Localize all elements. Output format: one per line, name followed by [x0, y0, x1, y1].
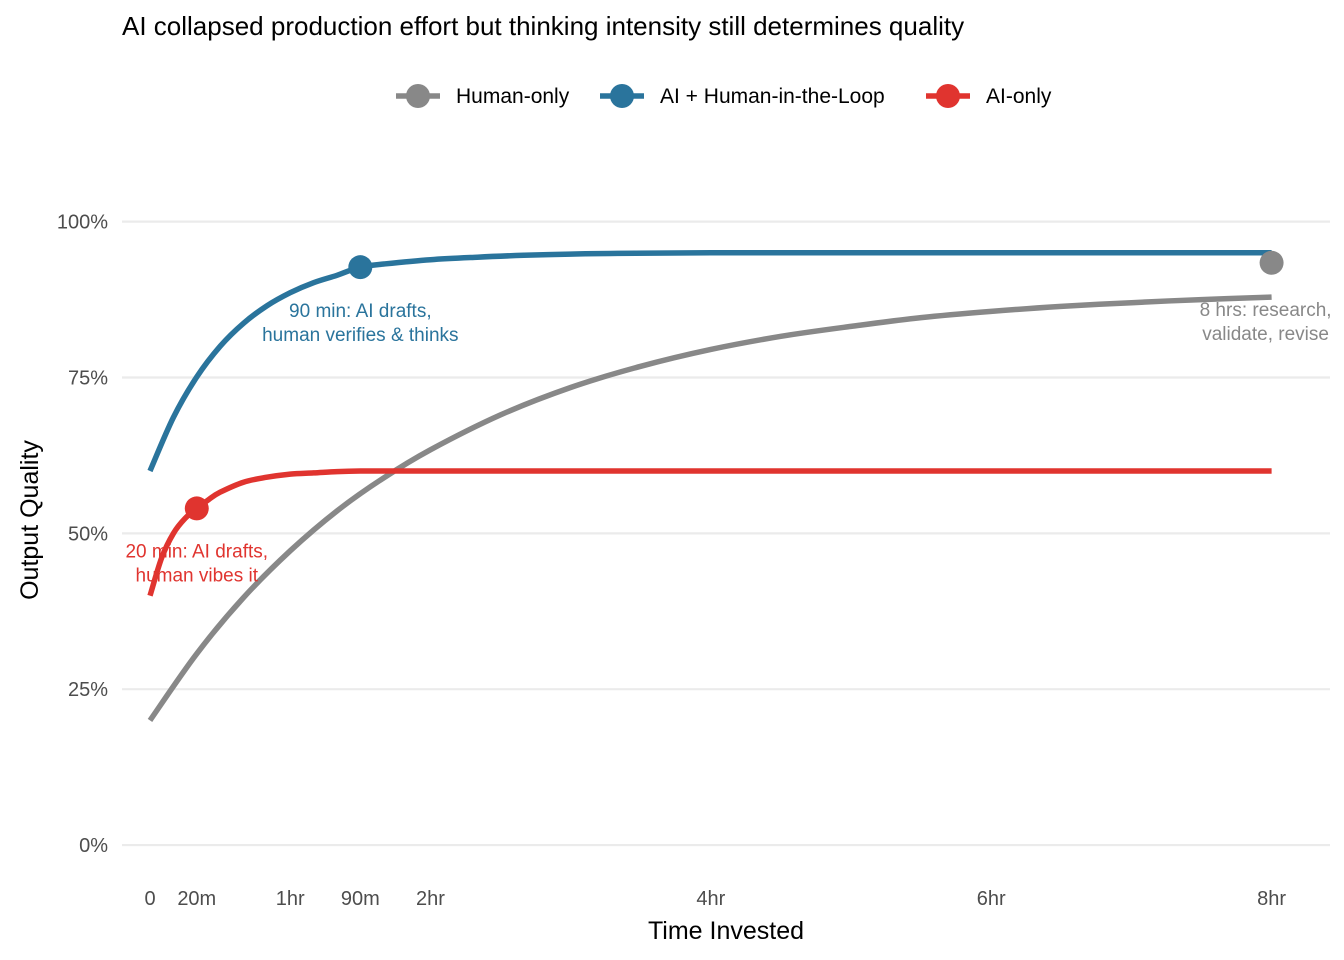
legend-key-point [406, 84, 430, 108]
annotation-line: 20 min: AI drafts, [125, 541, 268, 562]
legend-key-point [936, 84, 960, 108]
annotation-line: human verifies & thinks [262, 325, 458, 346]
series-lines [147, 250, 1272, 722]
highlight-point-ai-human-in-the-loop [348, 255, 373, 280]
annotation-line: 8 hrs: research, [1200, 300, 1332, 321]
x-axis-title: Time Invested [648, 917, 804, 945]
x-tick-label: 20m [177, 888, 216, 910]
x-tick-label: 1hr [276, 888, 305, 910]
x-tick-label: 8hr [1257, 888, 1286, 910]
annotation-line: human vibes it [136, 565, 259, 586]
y-tick-label: 100% [57, 212, 108, 234]
annotation-ai-only: 20 min: AI drafts, human vibes it [125, 541, 268, 586]
y-tick-label: 25% [68, 679, 108, 701]
legend: Human-only AI + Human-in-the-Loop AI-only [396, 84, 1052, 108]
annotation-human-only: 8 hrs: research, validate, revise [1200, 300, 1332, 345]
legend-item-ai-human-in-the-loop: AI + Human-in-the-Loop [600, 84, 885, 108]
x-tick-label: 6hr [977, 888, 1006, 910]
y-axis-tick-labels: 0% 25% 50% 75% 100% [57, 212, 108, 857]
annotation-clip: 8 hrs: research, validate, revise 90 min: … [125, 300, 1332, 587]
legend-label: Human-only [456, 85, 570, 108]
series-line-human-only [147, 294, 1272, 722]
chart-title: AI collapsed production effort but think… [122, 11, 964, 41]
y-tick-label: 75% [68, 367, 108, 389]
annotation-line: validate, revise [1202, 324, 1329, 345]
legend-item-human-only: Human-only [396, 84, 570, 108]
annotations: 8 hrs: research, validate, revise 90 min: … [125, 300, 1332, 587]
annotation-line: 90 min: AI drafts, [289, 301, 432, 322]
highlight-point-human-only [1259, 250, 1284, 275]
x-axis-tick-labels: 0 20m 1hr 90m 2hr 4hr 6hr 8hr [144, 888, 1286, 910]
y-axis-title: Output Quality [16, 440, 44, 600]
annotation-ai-human-in-the-loop: 90 min: AI drafts, human verifies & think… [262, 301, 458, 346]
x-tick-label: 4hr [696, 888, 725, 910]
highlight-point-ai-only [184, 496, 209, 521]
gridlines [122, 220, 1330, 847]
x-tick-label: 2hr [416, 888, 445, 910]
legend-key-point [610, 84, 634, 108]
legend-item-ai-only: AI-only [926, 84, 1052, 108]
x-tick-label: 0 [144, 888, 155, 910]
legend-label: AI + Human-in-the-Loop [660, 85, 885, 108]
y-tick-label: 0% [79, 835, 108, 857]
y-tick-label: 50% [68, 523, 108, 545]
series-line-ai-human-in-the-loop [147, 250, 1272, 473]
highlight-points [184, 250, 1284, 521]
legend-label: AI-only [986, 85, 1052, 108]
x-tick-label: 90m [341, 888, 380, 910]
